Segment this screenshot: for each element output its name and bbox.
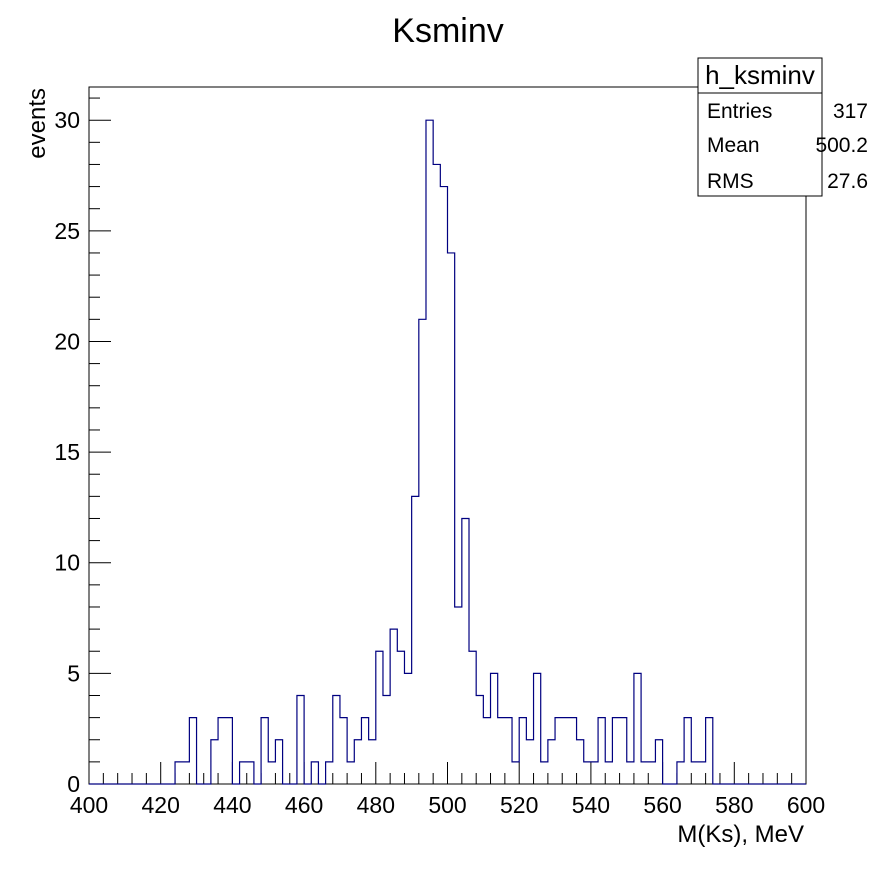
- stats-histogram-name: h_ksminv: [705, 60, 815, 90]
- x-tick-label: 440: [213, 792, 251, 818]
- stats-mean-label: Mean: [707, 134, 760, 157]
- stats-mean-value: 500.2: [815, 134, 868, 157]
- y-tick-label: 30: [54, 107, 80, 133]
- x-tick-label: 480: [357, 792, 395, 818]
- stats-box: h_ksminv Entries 317 Mean 500.2 RMS 27.6: [697, 57, 868, 197]
- y-tick-label: 25: [54, 218, 80, 244]
- y-axis-label: events: [24, 88, 51, 159]
- x-tick-label: 580: [715, 792, 753, 818]
- stats-entries-value: 317: [833, 100, 868, 123]
- y-tick-label: 10: [54, 550, 80, 576]
- stats-rms-value: 27.6: [827, 170, 868, 193]
- stats-box-frame: [697, 57, 823, 197]
- x-tick-label: 600: [787, 792, 825, 818]
- x-tick-label: 500: [428, 792, 466, 818]
- x-axis-label: M(Ks), MeV: [677, 821, 804, 848]
- stats-rms-label: RMS: [707, 170, 754, 193]
- x-tick-label: 460: [285, 792, 323, 818]
- y-tick-label: 5: [67, 660, 80, 686]
- chart-title: Ksminv: [392, 12, 503, 50]
- stats-entries-label: Entries: [707, 100, 772, 123]
- x-tick-label: 400: [70, 792, 108, 818]
- y-tick-label: 20: [54, 328, 80, 354]
- x-tick-label: 420: [142, 792, 180, 818]
- y-axis: 0 5 10 15 20 25 30: [54, 97, 111, 797]
- y-tick-label: 0: [67, 771, 80, 797]
- histogram-outline: [89, 119, 806, 785]
- y-tick-label: 15: [54, 439, 80, 465]
- x-tick-label: 560: [643, 792, 681, 818]
- x-axis: 400 420 440 460 480 500 520 540 560 580 600: [70, 762, 825, 818]
- x-tick-label: 540: [572, 792, 610, 818]
- x-tick-label: 520: [500, 792, 538, 818]
